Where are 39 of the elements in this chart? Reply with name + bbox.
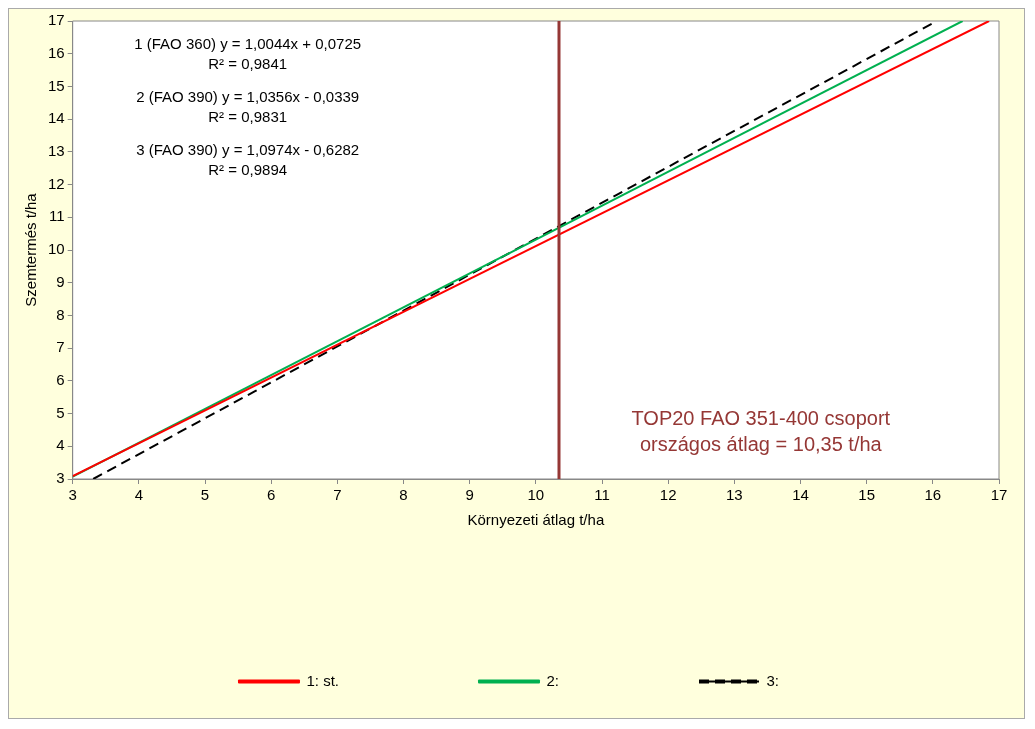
x-tick-label: 11	[594, 486, 610, 504]
x-tick-label: 16	[924, 486, 942, 504]
y-tick-label: 11	[49, 207, 65, 225]
y-tick-label: 9	[56, 272, 65, 290]
y-tick-label: 4	[56, 436, 65, 454]
annotation: 2 (FAO 390) y = 1,0356x - 0,0339 R² = 0,9831	[136, 88, 360, 126]
y-tick-label: 17	[48, 11, 65, 29]
x-tick-label: 8	[399, 486, 408, 504]
x-tick-label: 12	[659, 486, 677, 504]
y-tick-label: 13	[48, 142, 65, 159]
y-tick-label: 12	[48, 174, 65, 192]
y-tick-label: 7	[56, 338, 65, 356]
y-tick-label: 6	[56, 371, 65, 388]
x-tick-label: 3	[68, 486, 77, 504]
legend-label: 2:	[546, 671, 560, 689]
x-tick-label: 17	[990, 486, 1008, 504]
x-axis-title: Környezeti átlag t/ha	[467, 511, 605, 529]
y-tick-label: 8	[56, 305, 65, 323]
ref-line-label: TOP20 FAO 351-400 csoport országos átlag = 10,35 t/ha	[631, 406, 891, 455]
x-tick-label: 13	[725, 486, 743, 504]
x-tick-label: 14	[792, 486, 809, 504]
x-tick-label: 6	[267, 486, 276, 504]
y-tick-label: 16	[48, 43, 65, 61]
y-tick-label: 5	[56, 403, 65, 421]
x-tick-label: 5	[200, 486, 210, 504]
x-tick-label: 15	[858, 486, 876, 504]
annotation: 3 (FAO 390) y = 1,0974x - 0,6282 R² = 0,9894	[136, 141, 360, 179]
annotation: 1 (FAO 360) y = 1,0044x + 0,0725 R² = 0,9841	[134, 35, 362, 73]
y-tick-label: 14	[48, 109, 65, 127]
legend-label: 1: st.	[306, 671, 339, 689]
y-tick-label: 15	[48, 76, 65, 94]
x-tick-label: 9	[465, 486, 474, 504]
legend-label: 3:	[766, 671, 780, 689]
y-tick-label: 10	[48, 240, 65, 258]
y-axis-title: Szemtermés t/ha	[22, 192, 40, 307]
x-tick-label: 4	[134, 486, 144, 504]
y-tick-label: 3	[56, 469, 65, 487]
x-tick-label: 10	[527, 486, 545, 504]
x-tick-label: 7	[333, 486, 342, 504]
